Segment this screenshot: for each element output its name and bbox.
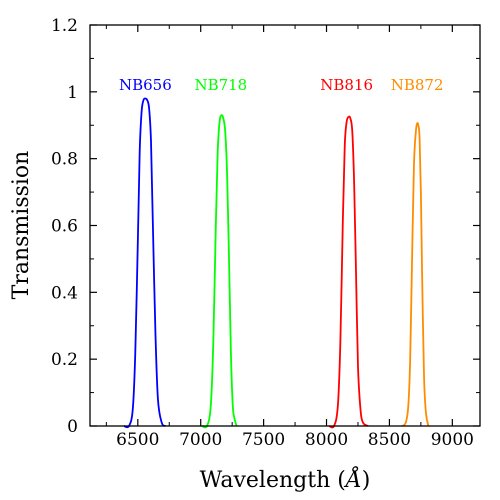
series-line-nb816 — [328, 115, 369, 429]
x-tick-label: 7000 — [179, 430, 222, 450]
x-axis-title-unit: Å — [343, 465, 362, 493]
x-tick-label: 6500 — [116, 430, 159, 450]
series-label-nb816: NB816 — [320, 76, 373, 94]
x-axis-title-text: Wavelength ( — [200, 468, 346, 493]
y-tick-label: 1 — [67, 83, 78, 103]
y-tick-label: 0 — [67, 417, 78, 437]
y-tick-label: 0.4 — [51, 283, 78, 303]
series-labels: NB656 NB718 NB816 NB872 — [119, 76, 444, 94]
series-label-nb718: NB718 — [194, 76, 247, 94]
y-tick-label: 0.6 — [51, 217, 78, 237]
plot-frame — [89, 24, 481, 427]
y-tick-label: 0.2 — [51, 350, 78, 370]
x-tick-label: 7500 — [242, 430, 285, 450]
series-line-nb872 — [401, 122, 430, 427]
y-axis-title: Transmission — [9, 151, 34, 300]
series-label-nb872: NB872 — [391, 76, 444, 94]
y-tick-label: 0.8 — [51, 150, 78, 170]
x-axis-title-close: ) — [362, 468, 371, 493]
plot-content — [123, 97, 430, 429]
x-axis-title: Wavelength (Å) — [200, 465, 371, 493]
tick-labels: 6500 7000 7500 8000 8500 9000 0 0.2 0.4 0.6 0.8 1 1.… — [51, 16, 474, 450]
x-tick-label: 8000 — [305, 430, 348, 450]
x-tick-label: 9000 — [431, 430, 474, 450]
y-tick-label: 1.2 — [51, 16, 78, 36]
series-line-nb718 — [201, 114, 238, 429]
series-label-nb656: NB656 — [119, 76, 172, 94]
x-tick-label: 8500 — [368, 430, 411, 450]
series-line-nb656 — [123, 97, 167, 429]
